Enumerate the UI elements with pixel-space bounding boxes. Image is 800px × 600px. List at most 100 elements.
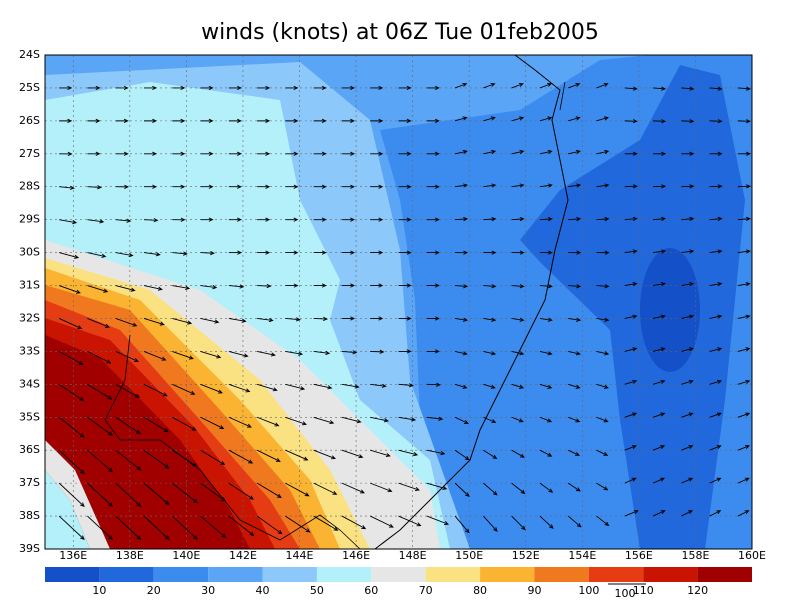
wind-arrow — [596, 449, 609, 456]
wind-arrow — [426, 283, 440, 288]
wind-arrow — [115, 482, 142, 508]
wind-arrow — [172, 383, 196, 395]
wind-arrow — [341, 449, 364, 459]
wind-arrow — [624, 412, 638, 418]
wind-arrow — [87, 416, 113, 436]
wind-arrow — [143, 85, 158, 91]
wind-arrow — [709, 314, 723, 319]
wind-arrow — [596, 284, 610, 289]
wind-arrow — [341, 283, 355, 288]
wind-arrow — [313, 283, 327, 288]
wind-arrow — [681, 510, 694, 517]
wind-arrow — [652, 347, 666, 352]
wind-arrow — [709, 347, 723, 352]
wind-arrow — [341, 217, 355, 222]
wind-arrow — [539, 82, 553, 89]
wind-arrow — [398, 416, 417, 422]
wind-arrow — [200, 350, 222, 359]
wind-arrow — [737, 510, 750, 517]
wind-arrow — [709, 477, 722, 484]
lon-label: 160E — [738, 549, 766, 562]
wind-arrow — [228, 284, 245, 289]
lon-label: 138E — [116, 549, 144, 562]
wind-arrow — [737, 86, 751, 91]
wind-arrow — [737, 119, 751, 124]
wind-arrow — [200, 250, 215, 256]
wind-arrow — [737, 347, 751, 352]
wind-arrow — [511, 416, 524, 423]
wind-arrow — [115, 252, 134, 258]
wind-arrow — [596, 515, 610, 527]
wind-arrow — [568, 383, 581, 389]
wind-arrow — [143, 318, 165, 326]
colorbar-box — [480, 567, 535, 582]
wind-arrow — [455, 284, 469, 289]
title: winds (knots) at 06Z Tue 01feb2005 — [201, 20, 599, 45]
wind-arrow — [341, 482, 365, 494]
wind-arrow — [426, 151, 440, 156]
wind-arrow — [483, 183, 497, 188]
wind-arrow — [709, 151, 723, 156]
wind-arrow — [483, 350, 497, 356]
wind-arrow — [59, 118, 73, 123]
wind-arrow — [454, 149, 468, 155]
wind-arrow — [483, 284, 497, 289]
wind-arrow — [200, 85, 214, 91]
wind-arrow — [681, 184, 695, 189]
wind-arrow — [455, 250, 469, 255]
colorbar-box — [208, 567, 263, 582]
colorbar-label: 90 — [527, 584, 541, 597]
wind-arrow — [87, 449, 114, 473]
wind-arrow — [313, 118, 327, 123]
wind-arrow — [511, 82, 524, 89]
colorbar-label: 30 — [201, 584, 215, 597]
wind-arrow — [143, 482, 170, 506]
wind-arrow — [341, 416, 362, 424]
wind-arrow — [426, 250, 440, 255]
wind-arrow — [115, 151, 129, 156]
lon-label: 148E — [399, 549, 427, 562]
wind-arrow — [257, 250, 271, 255]
wind-arrow — [257, 184, 271, 189]
wind-arrow — [341, 184, 355, 189]
wind-arrow — [398, 383, 414, 388]
wind-arrow — [426, 349, 440, 354]
wind-arrow — [596, 416, 609, 423]
colorbar-label: 50 — [310, 584, 324, 597]
wind-arrow — [370, 151, 384, 156]
wind-arrow — [313, 350, 331, 356]
wind-arrow — [256, 515, 283, 535]
wind-arrow — [652, 282, 666, 287]
wind-arrow — [143, 515, 170, 540]
colorbar-box — [425, 567, 481, 582]
wind-arrow — [653, 119, 667, 124]
wind-arrow — [709, 510, 722, 517]
coastline — [374, 54, 569, 550]
lon-label: 154E — [568, 549, 596, 562]
colorbar-label: 100 — [578, 584, 599, 597]
wind-arrow — [285, 383, 306, 391]
wind-arrow — [285, 350, 304, 356]
wind-arrow — [709, 119, 723, 124]
lat-label: 27S — [19, 147, 40, 160]
wind-arrow — [200, 151, 214, 156]
wind-arrow — [285, 184, 299, 189]
wind-arrow — [58, 351, 84, 365]
wind-arrow — [596, 183, 610, 188]
wind-arrow — [172, 184, 186, 189]
wind-arrow — [652, 86, 667, 91]
wind-arrow — [115, 184, 130, 189]
colorbar-box — [99, 567, 154, 582]
wind-arrow — [313, 250, 327, 255]
wind-arrow — [681, 379, 694, 385]
wind-arrow — [200, 285, 218, 290]
wind-arrow — [370, 184, 384, 189]
wind-speed-shading — [45, 55, 752, 549]
wind-arrow — [454, 515, 470, 534]
wind-arrow — [228, 151, 242, 156]
wind-arrow — [370, 416, 389, 423]
wind-arrow — [313, 383, 333, 390]
wind-arrow — [58, 482, 85, 508]
wind-arrow — [737, 249, 751, 254]
wind-arrow — [596, 350, 610, 356]
